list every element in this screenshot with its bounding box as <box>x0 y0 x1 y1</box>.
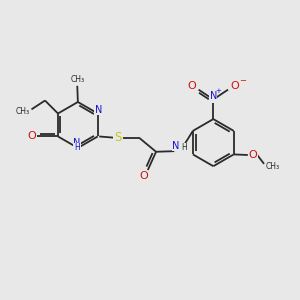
Text: N: N <box>172 141 179 151</box>
Text: H: H <box>181 143 187 152</box>
Text: O: O <box>248 150 257 160</box>
Text: O: O <box>188 80 197 91</box>
Text: CH₃: CH₃ <box>16 107 30 116</box>
Text: CH₃: CH₃ <box>265 162 279 171</box>
Text: O: O <box>139 171 148 181</box>
Text: N: N <box>73 138 81 148</box>
Text: O: O <box>27 131 36 142</box>
Text: −: − <box>239 76 246 85</box>
Text: H: H <box>74 143 80 152</box>
Text: S: S <box>114 131 122 144</box>
Text: CH₃: CH₃ <box>70 74 84 83</box>
Text: N: N <box>210 92 217 101</box>
Text: N: N <box>95 105 102 115</box>
Text: +: + <box>216 88 221 94</box>
Text: O: O <box>230 80 239 91</box>
